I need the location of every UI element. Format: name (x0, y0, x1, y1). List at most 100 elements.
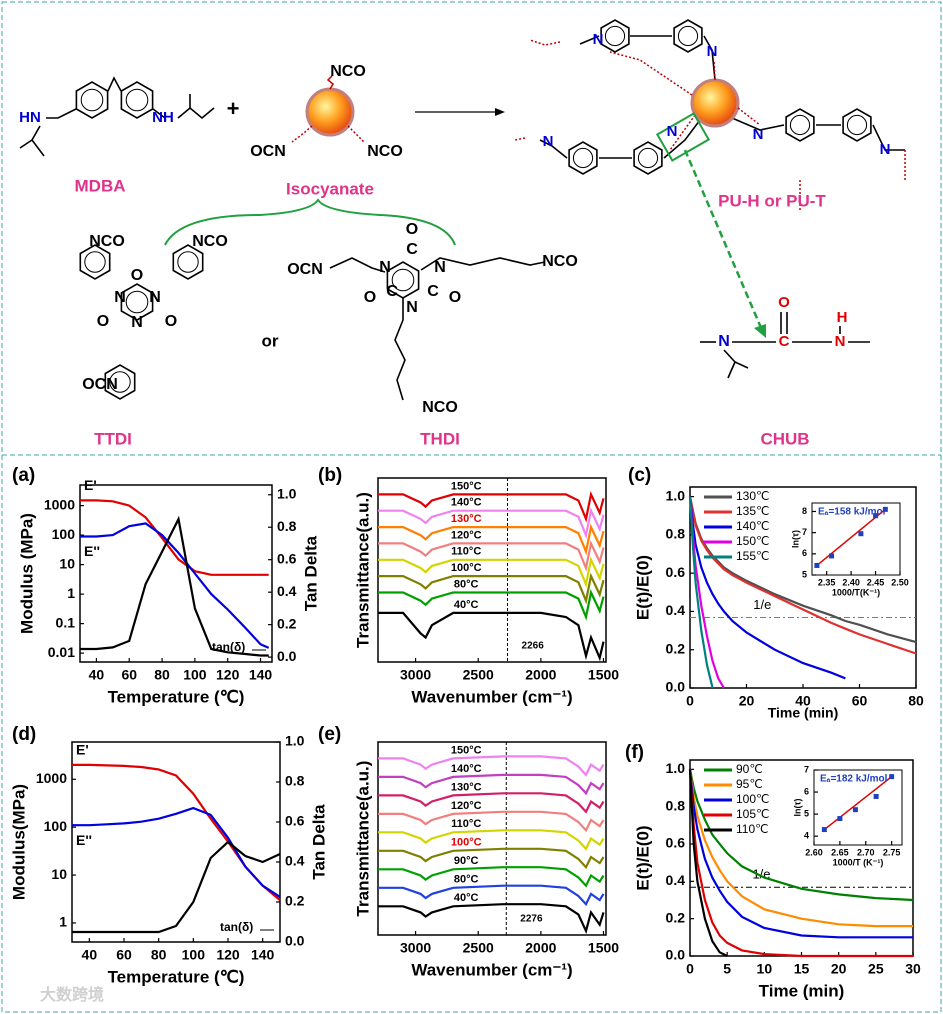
x-tick-label: 2500 (463, 940, 494, 956)
core (305, 87, 355, 137)
series-line (688, 769, 913, 958)
series-line (378, 810, 605, 833)
x-tick-label: 100 (183, 667, 207, 683)
series-line (378, 755, 605, 777)
annotation: Eₐ=182 kJ/mol (820, 774, 888, 785)
y-tick-label: 1000 (36, 770, 67, 786)
series-label: tan(δ) (220, 920, 253, 934)
series-label: 110°C (451, 546, 481, 558)
x-tick-label: 3000 (400, 940, 431, 956)
atom-label: O (131, 267, 143, 284)
x-tick-label: 2.60 (805, 847, 823, 857)
y-tick-label: 7 (802, 527, 807, 537)
bond (731, 117, 785, 131)
ring-inner (637, 147, 659, 169)
y-axis-label: ln(τ) (790, 530, 800, 548)
x-axis-label: Wavenumber (cm⁻¹) (411, 960, 572, 979)
y2-axis-label: Tan Delta (301, 535, 320, 611)
ring-inner (789, 114, 811, 136)
x-tick-label: 40 (89, 667, 105, 683)
reference-label: 2276 (520, 914, 543, 925)
series-line (80, 522, 270, 649)
point (837, 816, 843, 822)
y2-tick-label: 0.2 (285, 893, 305, 909)
series-line (378, 507, 605, 539)
x-tick-label: 2.75 (883, 847, 901, 857)
x-tick-label: 1500 (588, 667, 619, 683)
ring-inner (572, 147, 594, 169)
x-tick-label: 80 (154, 667, 170, 683)
atom-label: O (449, 289, 461, 306)
atom-label: HN (19, 109, 41, 126)
atom-label: NCO (89, 233, 125, 250)
atom-label: N (707, 43, 718, 60)
series-label: 40°C (454, 892, 479, 904)
point (821, 827, 827, 833)
x-tick-label: 100 (182, 947, 206, 963)
series-line (72, 806, 281, 898)
x-tick-label: 60 (852, 693, 868, 709)
y-tick-label: 5 (804, 808, 809, 818)
bond (326, 75, 334, 90)
ring (568, 141, 598, 175)
series-line (378, 490, 605, 523)
panel-label: (d) (12, 724, 36, 745)
x-tick-label: 140 (249, 667, 273, 683)
x-tick-label: 2.35 (818, 577, 836, 587)
series-label: 120°C (451, 529, 482, 541)
y2-tick-label: 0.0 (277, 648, 297, 664)
series-line (688, 496, 917, 655)
series-line (688, 769, 913, 928)
atom-label: NCO (367, 143, 403, 160)
point (873, 793, 879, 799)
atom-label: OCN (287, 261, 323, 278)
x-axis-label: Temperature (℃) (108, 687, 245, 706)
x-tick-label: 2000 (525, 940, 556, 956)
x-tick-label: 2500 (463, 667, 494, 683)
bond (420, 257, 546, 271)
legend-label: 90℃ (736, 762, 763, 776)
y2-tick-label: 0.6 (277, 550, 297, 566)
plot-frame (811, 502, 901, 576)
legend-label: 110℃ (736, 822, 769, 836)
y-axis-label: Transmittance(a.u.) (353, 492, 372, 648)
scheme-label: CHUB (760, 429, 809, 448)
y-axis-label: E(t)/E(0) (633, 825, 652, 890)
atom-label: NH (152, 109, 174, 126)
series-label: 80°C (454, 578, 479, 590)
atom-label: N (835, 333, 846, 350)
point (889, 774, 895, 780)
plot-frame (377, 741, 607, 936)
series-label: 90°C (454, 855, 479, 867)
x-tick-label: 120 (216, 947, 240, 963)
bond (529, 39, 561, 46)
atom-label: NCO (422, 399, 458, 416)
atom-label: C (386, 283, 398, 300)
x-axis-label: Time (min) (768, 705, 839, 721)
ring-inner (391, 268, 415, 292)
plot-frame (813, 769, 903, 846)
x-axis-label: Temperature (℃) (108, 967, 245, 986)
series-line (80, 515, 269, 657)
ring (120, 81, 154, 119)
scheme-label: THDI (420, 429, 460, 448)
point (852, 807, 858, 813)
series-label: 40°C (454, 599, 479, 611)
y-tick-label: 7 (804, 764, 809, 774)
atom-label: N (379, 259, 391, 276)
series-line (378, 556, 605, 589)
atom-label: C (779, 333, 790, 350)
x-axis-label: Wavenumber (cm⁻¹) (411, 687, 572, 706)
fit-line (816, 508, 886, 567)
atom-label: N (131, 314, 143, 331)
point (829, 553, 835, 559)
highlight-box (655, 112, 711, 162)
ring (633, 141, 663, 175)
point (858, 531, 864, 537)
scheme-label: + (227, 96, 240, 121)
legend-label: 95℃ (736, 777, 763, 791)
atom-label: O (406, 221, 418, 238)
y-tick-label: 0.6 (666, 835, 686, 851)
x-tick-label: 5 (723, 961, 731, 977)
y-tick-label: 1.0 (666, 487, 686, 503)
